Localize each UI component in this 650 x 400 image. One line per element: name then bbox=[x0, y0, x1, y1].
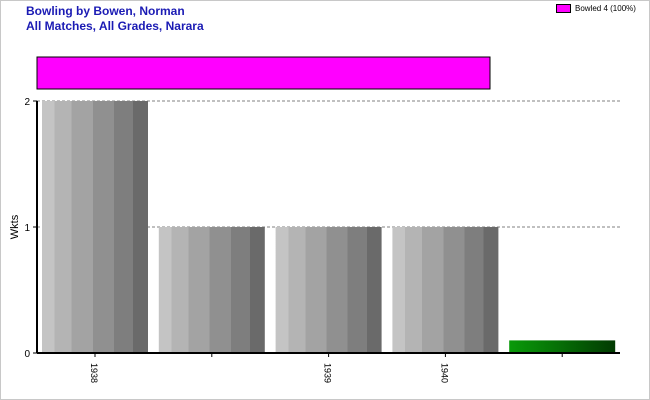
legend-label: Bowled 4 (100%) bbox=[575, 4, 636, 13]
chart-title: Bowling by Bowen, Norman bbox=[26, 4, 185, 18]
bar bbox=[509, 340, 616, 353]
legend: Bowled 4 (100%) bbox=[556, 4, 636, 13]
summary-bar bbox=[36, 56, 491, 90]
x-tick-label: 1938 bbox=[89, 363, 99, 383]
bar bbox=[275, 227, 382, 353]
chart-subtitle: All Matches, All Grades, Narara bbox=[26, 19, 204, 33]
y-tick-label: 2 bbox=[24, 97, 30, 108]
bar bbox=[392, 227, 499, 353]
x-tick-label: 1940 bbox=[439, 363, 449, 383]
legend-swatch bbox=[556, 4, 571, 13]
y-tick-label: 0 bbox=[24, 349, 30, 360]
x-tick-label: 1939 bbox=[323, 363, 333, 383]
y-tick-label: 1 bbox=[24, 223, 30, 234]
y-axis-label: Wkts bbox=[9, 214, 21, 239]
bar bbox=[42, 101, 148, 353]
bar bbox=[158, 227, 265, 353]
